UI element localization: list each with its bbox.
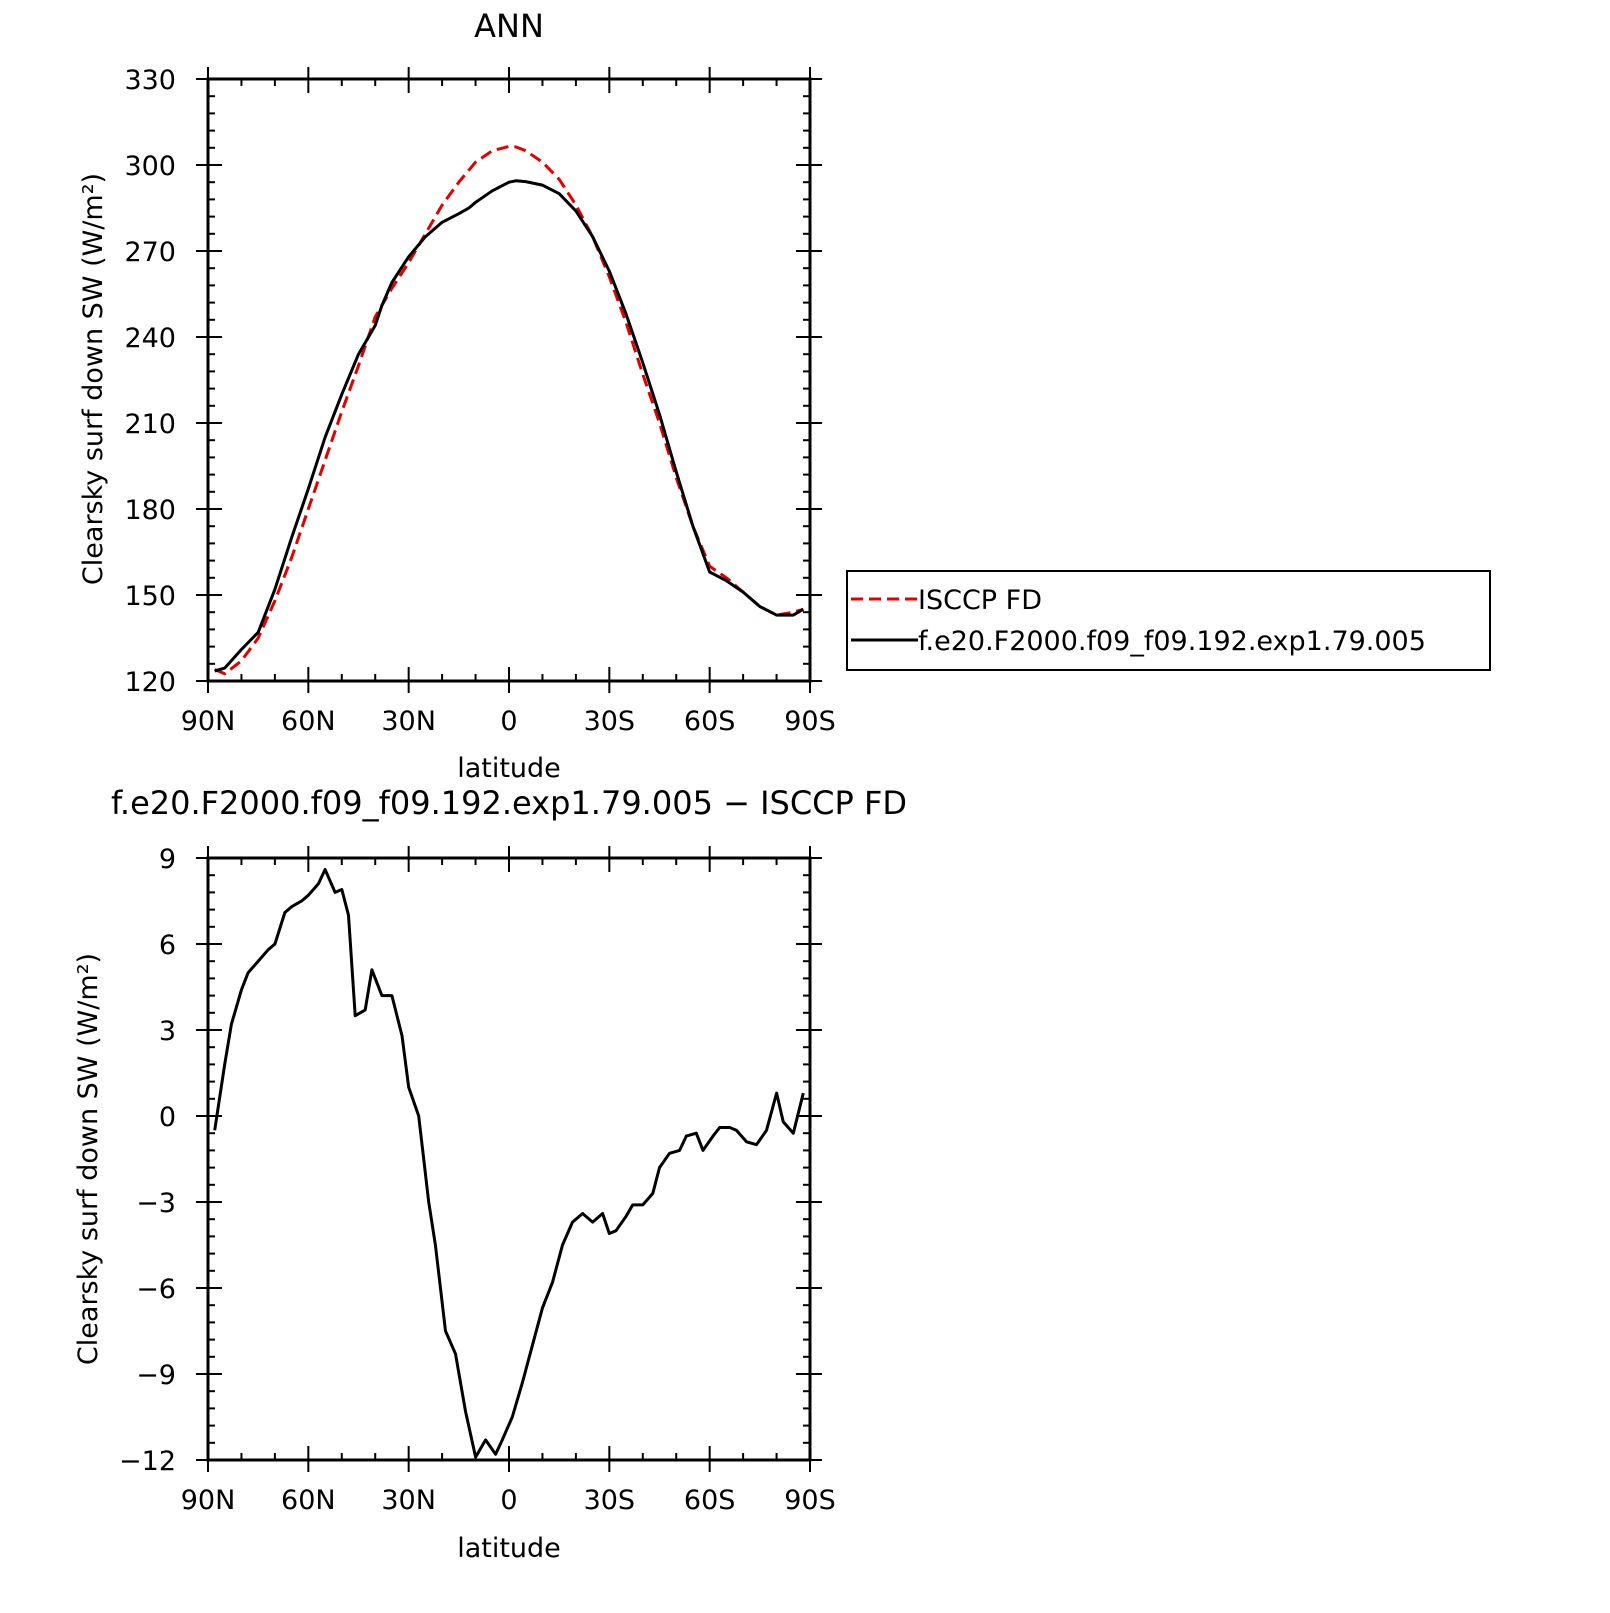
series-line-difference xyxy=(213,868,805,1459)
top-series xyxy=(214,144,805,676)
top-panel: ANN latitude Clearsky surf down SW (W/m²… xyxy=(78,7,836,784)
bottom-tick-labels: 90N 60N 30N 0 30S 60S 90S −12 −9 −6 −3 0 3 6 9 xyxy=(119,844,836,1516)
top-ticks xyxy=(196,67,822,693)
y-tick-label: −12 xyxy=(119,1446,176,1477)
x-tick-label: 0 xyxy=(500,1485,517,1516)
y-tick-label: 330 xyxy=(124,65,176,96)
legend-label-model: f.e20.F2000.f09_f09.192.exp1.79.005 xyxy=(918,626,1426,657)
y-tick-label: 120 xyxy=(124,667,176,698)
y-tick-label: 300 xyxy=(124,151,176,182)
y-tick-label: 150 xyxy=(124,581,176,612)
x-tick-label: 90N xyxy=(181,1485,236,1516)
y-tick-label: 0 xyxy=(159,1102,176,1133)
top-plot-frame xyxy=(206,77,812,683)
bottom-x-axis-title: latitude xyxy=(457,1533,561,1564)
bottom-series xyxy=(213,868,805,1459)
y-tick-label: 240 xyxy=(124,323,176,354)
bottom-plot-frame xyxy=(206,856,812,1462)
x-tick-label: 60S xyxy=(684,706,736,737)
bottom-ticks xyxy=(196,846,822,1472)
x-tick-label: 90S xyxy=(784,1485,836,1516)
x-tick-label: 30S xyxy=(584,1485,636,1516)
top-plot-title: ANN xyxy=(474,7,544,45)
top-x-axis-title: latitude xyxy=(457,753,561,784)
y-tick-label: 6 xyxy=(159,930,176,961)
x-tick-label: 60N xyxy=(281,706,336,737)
x-tick-label: 30S xyxy=(584,706,636,737)
y-tick-label: −6 xyxy=(136,1274,176,1305)
x-tick-label: 90N xyxy=(181,706,236,737)
y-tick-label: 9 xyxy=(159,844,176,875)
series-line-f-e20-f2000-f09-f09-192-exp1-79-005 xyxy=(214,179,805,673)
x-tick-label: 60N xyxy=(281,1485,336,1516)
y-tick-label: 180 xyxy=(124,495,176,526)
bottom-panel: f.e20.F2000.f09_f09.192.exp1.79.005 − IS… xyxy=(73,784,907,1564)
y-tick-label: −3 xyxy=(136,1188,176,1219)
x-tick-label: 30N xyxy=(381,706,436,737)
y-tick-label: 210 xyxy=(124,409,176,440)
y-tick-label: 3 xyxy=(159,1016,176,1047)
y-tick-label: 270 xyxy=(124,237,176,268)
top-y-axis-title: Clearsky surf down SW (W/m²) xyxy=(78,173,109,585)
bottom-plot-title: f.e20.F2000.f09_f09.192.exp1.79.005 − IS… xyxy=(111,784,907,822)
x-tick-label: 30N xyxy=(381,1485,436,1516)
series-line-isccp-fd xyxy=(214,144,804,676)
y-tick-label: −9 xyxy=(136,1360,176,1391)
x-tick-label: 90S xyxy=(784,706,836,737)
legend-box xyxy=(846,570,1491,671)
x-tick-label: 60S xyxy=(684,1485,736,1516)
legend: ISCCP FD f.e20.F2000.f09_f09.192.exp1.79… xyxy=(846,570,1491,671)
bottom-y-axis-title: Clearsky surf down SW (W/m²) xyxy=(73,953,104,1365)
top-tick-labels: 90N 60N 30N 0 30S 60S 90S 120 150 180 210 240 270 300… xyxy=(124,65,835,737)
x-tick-label: 0 xyxy=(500,706,517,737)
legend-label-isccp: ISCCP FD xyxy=(918,585,1042,616)
